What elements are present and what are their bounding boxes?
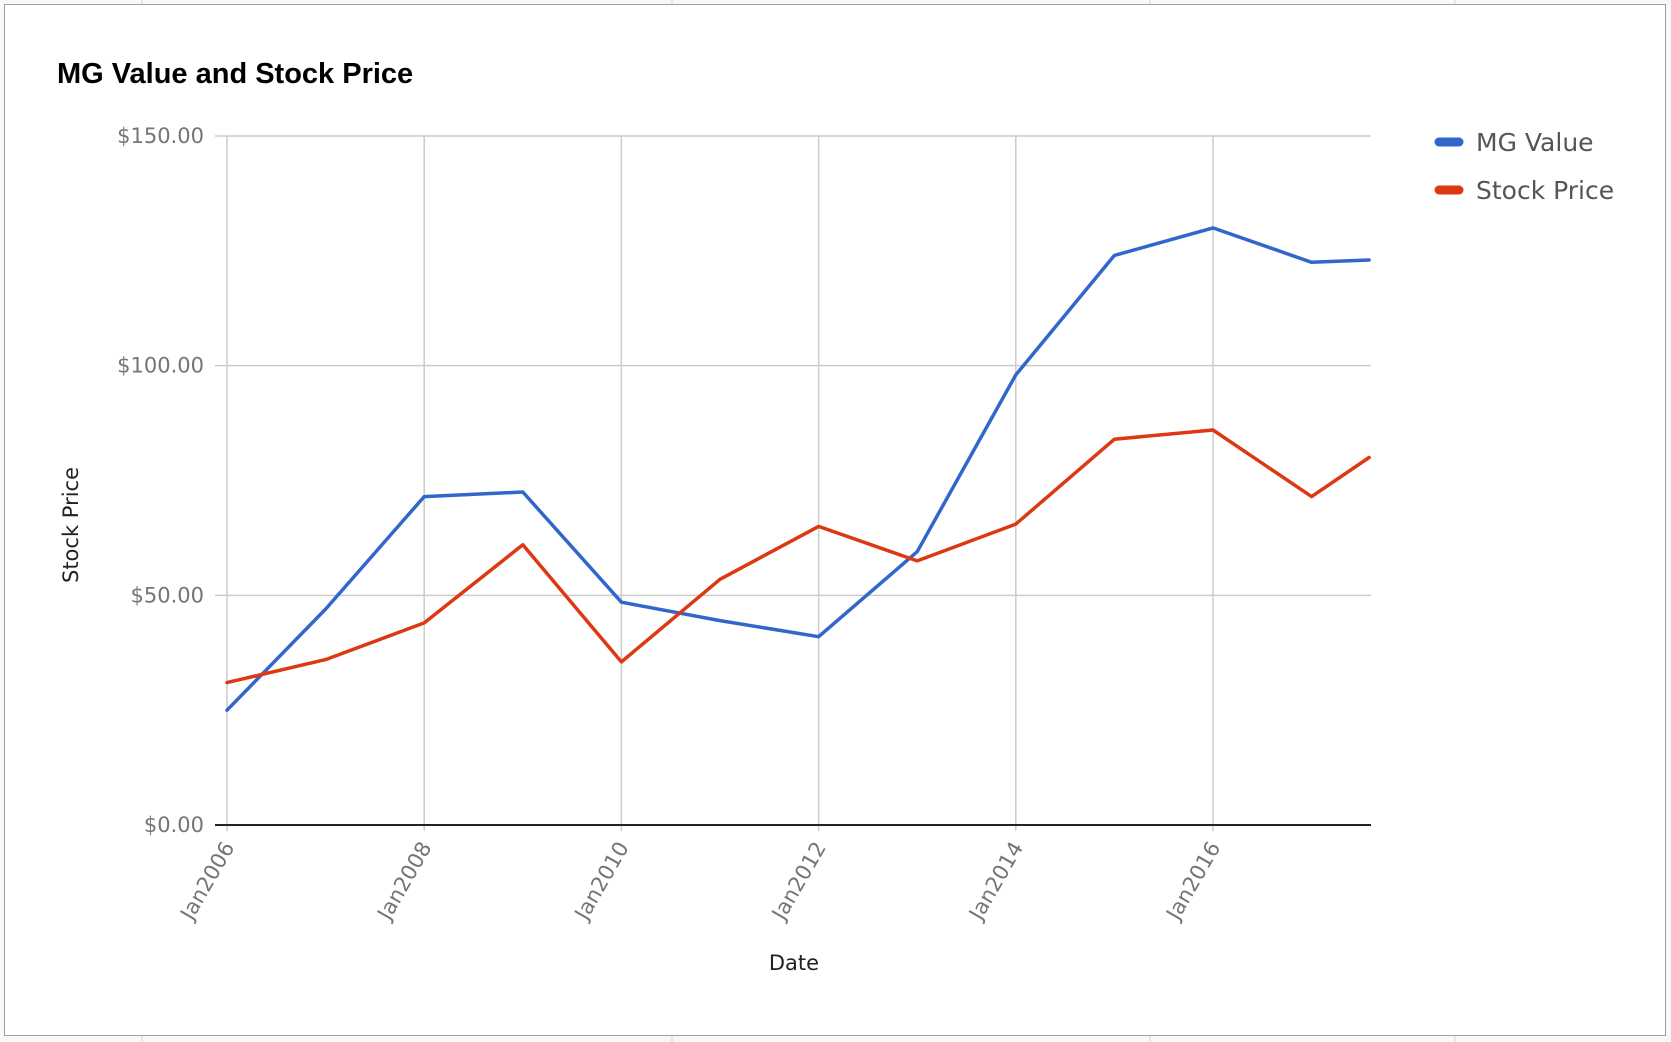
y-tick-label: $150.00 — [117, 124, 204, 148]
chart-title: MG Value and Stock Price — [57, 58, 413, 90]
line-chart: MG Value and Stock Price $0.00 $50.00 $100… — [57, 58, 1614, 975]
legend-label: MG Value — [1476, 128, 1594, 157]
x-tick-label: Jan2014 — [963, 838, 1028, 926]
x-tick-label: Jan2016 — [1161, 838, 1226, 926]
series-line-stock-price — [225, 428, 1371, 685]
series-line-mg-value — [225, 226, 1371, 712]
x-axis-title: Date — [769, 951, 819, 975]
x-tick-label: Jan2010 — [569, 838, 634, 926]
legend-label: Stock Price — [1476, 176, 1614, 205]
y-tick-label: $100.00 — [117, 354, 204, 378]
y-tick-label: $0.00 — [144, 813, 204, 837]
x-tick-label: Jan2008 — [372, 838, 437, 926]
tick-labels: $0.00 $50.00 $100.00 $150.00 Jan2006 Jan2008 J… — [117, 124, 1225, 926]
x-tick-label: Jan2012 — [766, 838, 831, 926]
series-lines — [225, 226, 1371, 712]
legend[interactable]: MG Value Stock Price — [1434, 128, 1614, 205]
x-tick-label: Jan2006 — [175, 838, 240, 926]
chart-container[interactable]: MG Value and Stock Price $0.00 $50.00 $100… — [4, 4, 1666, 1036]
gridlines — [215, 135, 1371, 831]
y-axis-title: Stock Price — [59, 467, 83, 583]
y-tick-label: $50.00 — [131, 583, 204, 607]
